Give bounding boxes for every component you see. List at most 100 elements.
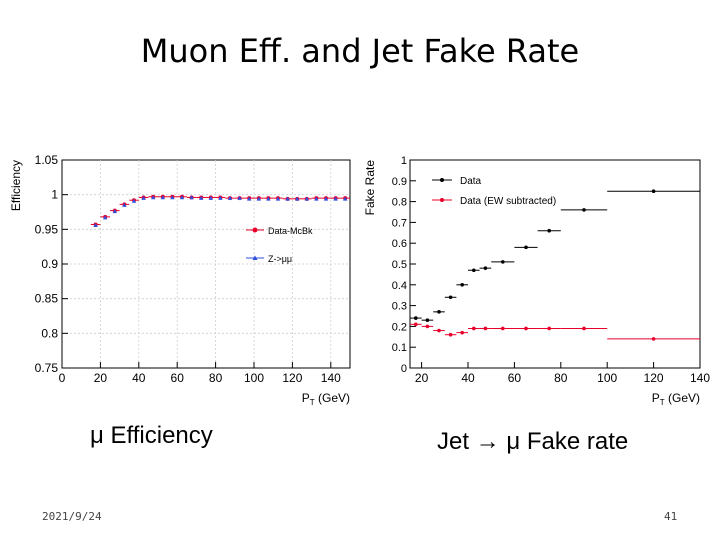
y-tick-label: 0.5 xyxy=(392,259,407,271)
x-tick-label: 20 xyxy=(415,371,429,385)
data-point-z-mumu xyxy=(333,196,338,201)
data-point-z-mumu xyxy=(304,196,309,201)
x-axis-title: PT (GeV) xyxy=(652,391,700,407)
data-point-z-mumu xyxy=(343,196,348,201)
data-point xyxy=(448,295,453,300)
data-point xyxy=(582,326,586,331)
data-point-z-mumu xyxy=(247,196,252,201)
y-tick-label: 0.95 xyxy=(35,222,59,236)
data-point-z-mumu xyxy=(218,195,223,200)
data-point xyxy=(651,337,656,341)
data-point-z-mumu xyxy=(170,195,175,200)
x-tick-label: 60 xyxy=(508,371,522,385)
data-point-z-mumu xyxy=(103,215,108,220)
data-point xyxy=(547,326,551,331)
slide-date: 2021/9/24 xyxy=(42,510,102,523)
data-point-z-mumu xyxy=(256,196,261,201)
data-point xyxy=(547,228,551,233)
data-point xyxy=(460,330,464,335)
data-point-z-mumu xyxy=(208,195,213,200)
legend-marker xyxy=(252,255,258,260)
y-tick-label: 0.2 xyxy=(392,321,407,333)
x-tick-label: 140 xyxy=(690,371,710,385)
data-point xyxy=(448,332,453,337)
data-point-z-mumu xyxy=(295,196,300,201)
data-point-z-mumu xyxy=(285,196,290,201)
y-tick-label: 0.9 xyxy=(392,176,407,188)
data-point xyxy=(437,310,441,314)
data-point-z-mumu xyxy=(275,196,281,201)
data-point-z-mumu xyxy=(131,198,137,203)
x-tick-label: 140 xyxy=(321,371,341,385)
x-tick-label: 80 xyxy=(209,371,223,385)
data-point-z-mumu xyxy=(227,195,233,200)
data-point xyxy=(651,189,656,193)
data-point xyxy=(483,326,488,331)
data-point-z-mumu xyxy=(93,222,98,227)
slide-title: Muon Eff. and Jet Fake Rate xyxy=(140,32,580,70)
y-tick-label: 0.3 xyxy=(392,301,407,313)
data-point xyxy=(472,326,476,331)
data-point-z-mumu xyxy=(141,195,146,200)
legend-marker xyxy=(440,198,444,202)
x-tick-label: 100 xyxy=(597,371,617,385)
y-tick-label: 1.05 xyxy=(35,153,59,167)
x-tick-label: 40 xyxy=(132,371,146,385)
data-point xyxy=(524,245,528,250)
y-tick-label: 0.9 xyxy=(41,257,58,271)
data-point xyxy=(437,328,441,333)
data-point-z-mumu xyxy=(179,195,185,200)
legend-label: Data (EW subtracted) xyxy=(460,196,556,207)
data-point xyxy=(472,268,476,273)
x-tick-label: 40 xyxy=(461,371,475,385)
data-point xyxy=(524,326,528,331)
y-tick-label: 0.8 xyxy=(41,326,58,340)
y-tick-label: 0.6 xyxy=(392,238,407,250)
fake-rate-caption: Jet → μ Fake rate xyxy=(437,428,629,455)
plot-frame xyxy=(409,159,701,369)
data-point xyxy=(501,326,505,331)
data-point-z-mumu xyxy=(237,195,242,200)
x-tick-label: 120 xyxy=(282,371,302,385)
legend-label: Z->μμ xyxy=(268,254,292,264)
fake-rate-chart: 20 40 60 80 100 120 140 0 0.1 0.2 0.3 0.4 0.5 0.6 0.7 0… xyxy=(363,155,710,407)
y-tick-label: 0.8 xyxy=(392,197,407,209)
y-tick-label: 0.7 xyxy=(392,217,407,229)
data-point-z-mumu xyxy=(266,196,271,201)
y-tick-label: 1 xyxy=(401,155,407,167)
y-tick-label: 0.75 xyxy=(35,361,59,375)
data-point-z-mumu xyxy=(189,195,194,200)
x-tick-label: 60 xyxy=(171,371,185,385)
data-point-z-mumu xyxy=(199,195,204,200)
y-tick-label: 1 xyxy=(51,188,58,202)
data-point xyxy=(414,322,418,327)
page-number: 41 xyxy=(664,510,678,523)
data-point-z-mumu xyxy=(323,196,329,201)
legend-marker xyxy=(440,178,444,182)
data-point-z-mumu xyxy=(314,196,319,201)
data-point-z-mumu xyxy=(112,209,117,214)
x-tick-label: 80 xyxy=(554,371,568,385)
x-tick-label: 0 xyxy=(59,371,66,385)
x-tick-label: 100 xyxy=(244,371,264,385)
y-tick-label: 0 xyxy=(401,363,407,375)
data-point-z-mumu xyxy=(151,195,156,200)
data-point-z-mumu xyxy=(122,202,127,207)
x-axis-title: PT (GeV) xyxy=(302,391,350,407)
legend-label: Data xyxy=(460,176,482,187)
y-tick-label: 0.1 xyxy=(392,342,407,354)
legend-marker xyxy=(252,227,258,233)
y-axis-title: Fake Rate xyxy=(363,160,377,216)
y-axis-title: Efficiency xyxy=(9,160,23,211)
data-point-z-mumu xyxy=(160,195,165,200)
data-point xyxy=(582,208,586,212)
x-tick-label: 20 xyxy=(94,371,108,385)
data-point xyxy=(460,283,464,287)
data-point xyxy=(501,260,505,264)
efficiency-chart: 0 20 40 60 80 100 120 140 0.75 0.8 0.85 0.9 0.95 1 1.0… xyxy=(9,153,351,407)
y-tick-label: 0.4 xyxy=(392,280,407,292)
legend-label: Data-McBk xyxy=(268,226,313,236)
data-point xyxy=(425,318,430,322)
efficiency-caption: μ Efficiency xyxy=(90,422,213,449)
y-tick-label: 0.85 xyxy=(35,292,59,306)
